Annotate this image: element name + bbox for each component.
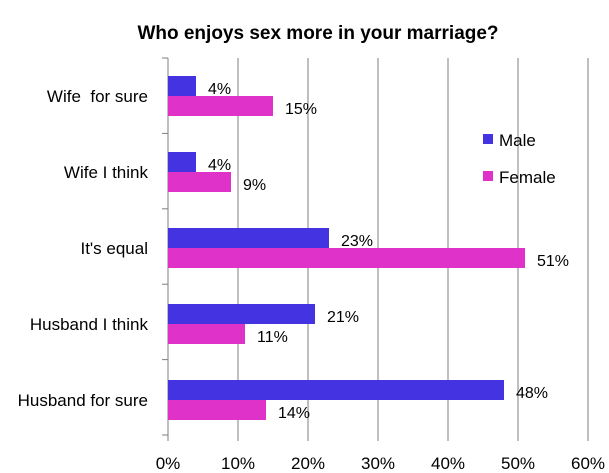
data-label: 48%: [516, 385, 548, 402]
legend: Male Female: [483, 131, 556, 187]
data-label: 9%: [243, 177, 266, 194]
bar-female: [168, 172, 231, 192]
legend-swatch-female: [483, 171, 493, 181]
data-label: 23%: [341, 233, 373, 250]
data-labels: 4% 4% 23% 21% 48% 15% 9% 51% 11% 14%: [208, 81, 569, 422]
category-label: Husband for sure: [18, 391, 148, 410]
bars: [168, 76, 525, 420]
x-tick-labels: 0% 10% 20% 30% 40% 50% 60%: [156, 454, 605, 473]
bar-male: [168, 228, 329, 248]
data-label: 15%: [285, 101, 317, 118]
data-label: 51%: [537, 253, 569, 270]
category-label: It's equal: [80, 239, 148, 258]
data-label: 4%: [208, 81, 231, 98]
chart-title: Who enjoys sex more in your marriage?: [137, 23, 498, 44]
bar-male: [168, 304, 315, 324]
x-tick-label: 20%: [291, 454, 325, 473]
bar-male: [168, 380, 504, 400]
x-tick-label: 40%: [431, 454, 465, 473]
legend-label-female: Female: [499, 168, 556, 187]
data-label: 14%: [278, 405, 310, 422]
bar-female: [168, 400, 266, 420]
gridlines: [237, 58, 589, 435]
x-tick-label: 50%: [501, 454, 535, 473]
bar-female: [168, 324, 245, 344]
category-labels: Wife for sure Wife I think It's equal Husba…: [18, 87, 149, 410]
category-label: Husband I think: [30, 315, 149, 334]
bar-female: [168, 248, 525, 268]
bar-male: [168, 76, 196, 96]
x-tick-label: 30%: [361, 454, 395, 473]
data-label: 11%: [257, 329, 288, 346]
data-label: 4%: [208, 157, 231, 174]
legend-swatch-male: [483, 134, 493, 144]
bar-female: [168, 96, 273, 116]
x-tick-label: 0%: [156, 454, 181, 473]
data-label: 21%: [327, 309, 359, 326]
category-label: Wife I think: [64, 163, 149, 182]
x-tick-label: 60%: [571, 454, 605, 473]
bar-male: [168, 152, 196, 172]
x-tick-label: 10%: [221, 454, 255, 473]
category-label: Wife for sure: [47, 87, 148, 106]
legend-label-male: Male: [499, 131, 536, 150]
